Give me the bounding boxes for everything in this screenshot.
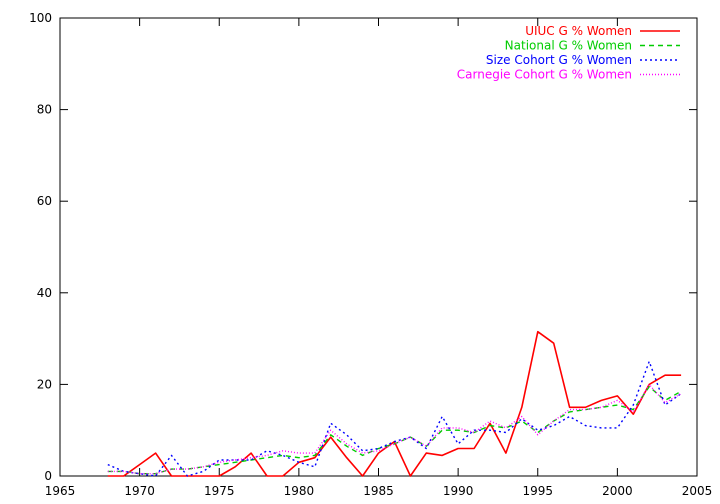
legend-label-1: UIUC G % Women [525, 24, 632, 38]
x-tick-label: 2000 [602, 484, 633, 498]
y-tick-label: 20 [37, 377, 52, 391]
x-tick-label: 2005 [682, 484, 713, 498]
y-tick-label: 80 [37, 103, 52, 117]
legend-label-3: Size Cohort G % Women [486, 53, 632, 67]
series-line-4 [107, 383, 682, 475]
legend-label-4: Carnegie Cohort G % Women [457, 68, 632, 82]
x-tick-label: 1990 [443, 484, 474, 498]
x-tick-label: 1975 [204, 484, 235, 498]
x-tick-label: 1970 [124, 484, 155, 498]
y-tick-label: 0 [44, 469, 52, 483]
x-tick-label: 1995 [522, 484, 553, 498]
plot-frame [59, 17, 698, 477]
y-tick-label: 100 [29, 11, 52, 25]
series-layer [107, 330, 682, 477]
x-tick-label: 1985 [363, 484, 394, 498]
x-tick-label: 1980 [284, 484, 315, 498]
legend-label-2: National G % Women [505, 39, 632, 53]
series-line-3 [107, 360, 682, 477]
y-tick-label: 40 [37, 286, 52, 300]
axes: 1965 1970 1975 1980 1985 1990 1995 2000 2005 0 20 4… [29, 11, 712, 498]
y-tick-label: 60 [37, 194, 52, 208]
series-line-1 [107, 330, 682, 477]
series-line-2 [107, 386, 682, 475]
x-tick-label: 1965 [45, 484, 76, 498]
